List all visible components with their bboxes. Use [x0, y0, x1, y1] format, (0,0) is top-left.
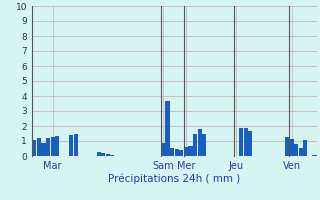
- Bar: [74, 134, 78, 156]
- Bar: [188, 146, 193, 156]
- Bar: [106, 154, 110, 156]
- Bar: [179, 150, 183, 156]
- Bar: [97, 152, 101, 156]
- Bar: [299, 148, 303, 156]
- Bar: [312, 154, 316, 156]
- Bar: [32, 140, 36, 156]
- Bar: [202, 134, 206, 156]
- Bar: [41, 143, 45, 156]
- Bar: [285, 137, 289, 156]
- Bar: [51, 137, 55, 156]
- Bar: [197, 129, 202, 156]
- Bar: [294, 144, 298, 156]
- Bar: [193, 134, 197, 156]
- Bar: [248, 131, 252, 156]
- Bar: [290, 139, 294, 156]
- Bar: [55, 136, 59, 156]
- Bar: [303, 140, 308, 156]
- Bar: [244, 128, 248, 156]
- Bar: [101, 153, 105, 156]
- Bar: [69, 135, 73, 156]
- Bar: [161, 142, 165, 156]
- Bar: [184, 147, 188, 156]
- X-axis label: Précipitations 24h ( mm ): Précipitations 24h ( mm ): [108, 174, 241, 184]
- Bar: [110, 154, 115, 156]
- Bar: [175, 148, 179, 156]
- Bar: [37, 138, 41, 156]
- Bar: [170, 148, 174, 156]
- Bar: [46, 138, 50, 156]
- Bar: [239, 128, 243, 156]
- Bar: [165, 101, 170, 156]
